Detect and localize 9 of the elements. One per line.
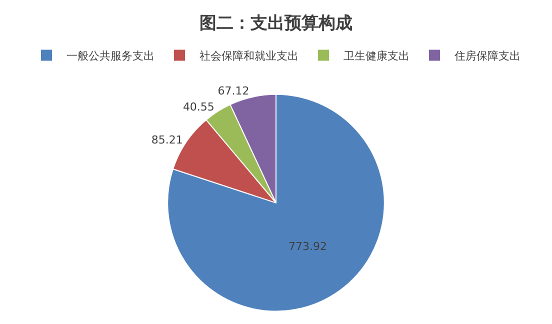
data-label: 85.21 (151, 134, 183, 147)
data-label: 67.12 (218, 84, 250, 98)
legend-label: 卫生健康支出 (344, 50, 410, 63)
data-label: 40.55 (182, 100, 214, 114)
legend-label: 一般公共服务支出 (66, 50, 154, 63)
legend-label: 住房保障支出 (454, 50, 520, 63)
data-label: 773.92 (288, 240, 328, 254)
legend-label: 社会保障和就业支出 (200, 50, 298, 63)
chart-title: 图二：支出预算构成 (200, 14, 352, 34)
